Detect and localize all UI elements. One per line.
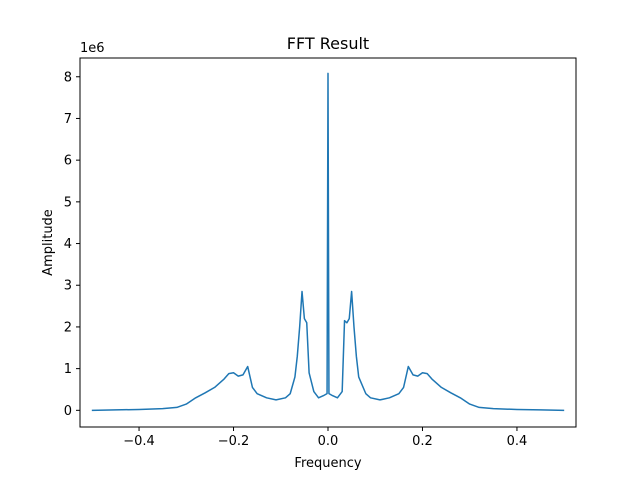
plot-area [91, 72, 565, 412]
y-tick-label: 3 [64, 279, 72, 294]
series-line-0 [91, 72, 565, 412]
x-tick-label: 0.0 [318, 434, 339, 449]
x-tick-label: 0.2 [412, 434, 433, 449]
y-axis-offset-label: 1e6 [80, 41, 105, 56]
x-axis: −0.4 −0.2 0.0 0.2 0.4 [123, 427, 527, 449]
x-tick-label: 0.4 [507, 434, 528, 449]
y-axis-label: Amplitude [41, 209, 56, 276]
chart-title: FFT Result [287, 34, 369, 53]
y-tick-label: 2 [64, 320, 72, 335]
x-tick-label: −0.4 [123, 434, 155, 449]
y-tick-label: 8 [64, 70, 72, 85]
x-tick-label: −0.2 [218, 434, 250, 449]
y-tick-label: 0 [64, 404, 72, 419]
y-tick-label: 7 [64, 112, 72, 127]
y-tick-label: 4 [64, 237, 72, 252]
x-axis-label: Frequency [294, 456, 361, 471]
y-tick-label: 1 [64, 362, 72, 377]
y-tick-label: 6 [64, 154, 72, 169]
y-axis: 0 1 2 3 4 5 6 7 8 [64, 70, 80, 419]
y-tick-label: 5 [64, 195, 72, 210]
